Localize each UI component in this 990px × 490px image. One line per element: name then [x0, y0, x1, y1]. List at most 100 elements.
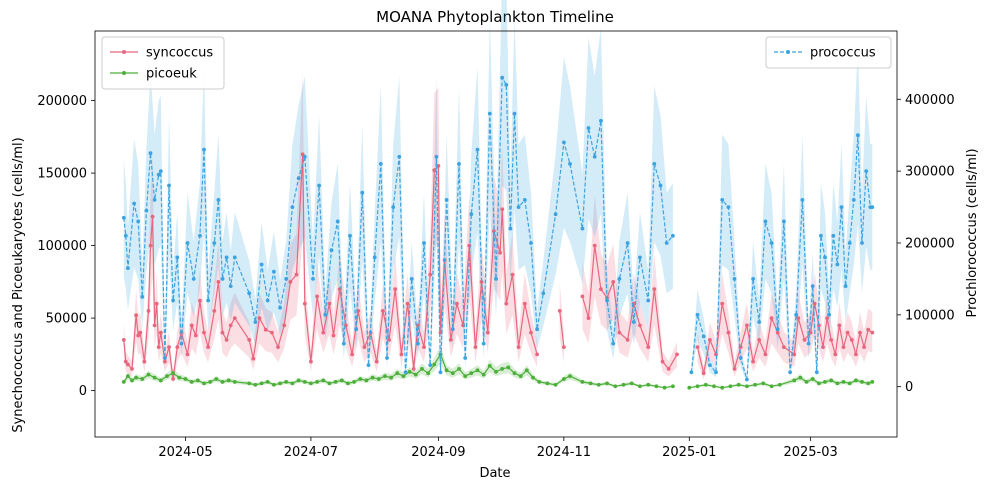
picoeuk-point — [798, 375, 803, 380]
prococcus-point — [469, 212, 474, 217]
picoeuk-point — [841, 380, 846, 384]
prococcus-point — [148, 151, 153, 156]
picoeuk-point — [847, 381, 852, 386]
prococcus-point — [800, 198, 805, 202]
prococcus-point — [409, 277, 414, 281]
picoeuk-point — [810, 377, 815, 381]
prococcus-point — [360, 190, 365, 195]
picoeuk-point — [562, 377, 566, 381]
picoeuk-point — [671, 384, 675, 389]
syncoccus-point — [405, 301, 410, 306]
syncoccus-point — [315, 294, 319, 299]
prococcus-point — [605, 298, 609, 303]
syncoccus-point — [134, 313, 139, 318]
picoeuk-point — [413, 372, 418, 377]
picoeuk-point — [158, 378, 163, 383]
prococcus-point — [259, 262, 264, 267]
syncoccus-point — [862, 345, 866, 349]
syncoccus-point — [300, 152, 305, 157]
picoeuk-point — [226, 378, 231, 383]
prococcus-point — [311, 277, 315, 281]
legend-box — [101, 36, 225, 90]
legend-label-picoeuk: picoeuk — [146, 67, 197, 82]
syncoccus-band — [697, 273, 873, 380]
prococcus-point — [463, 356, 468, 360]
picoeuk-point — [860, 380, 864, 384]
syncoccus-point — [232, 316, 237, 320]
picoeuk-point — [432, 362, 437, 367]
syncoccus-point — [146, 309, 151, 313]
picoeuk-point — [214, 377, 219, 381]
syncoccus-point — [821, 345, 825, 349]
y-right-tick-label: 300000 — [905, 165, 955, 180]
syncoccus-line — [696, 303, 873, 374]
prococcus-point — [847, 241, 852, 245]
picoeuk-point — [687, 385, 692, 390]
prococcus-point — [171, 298, 176, 303]
y-left-tick-label: 200000 — [37, 94, 87, 109]
picoeuk-point — [545, 381, 550, 386]
prococcus-point — [422, 241, 426, 245]
prococcus-point — [175, 255, 180, 260]
prococcus-point — [541, 291, 546, 296]
syncoccus-point — [562, 345, 566, 349]
picoeuk-point — [870, 380, 875, 384]
syncoccus-point — [510, 272, 515, 277]
prococcus-point — [136, 219, 141, 224]
syncoccus-point — [455, 301, 459, 306]
syncoccus-point — [171, 377, 176, 381]
syncoccus-point — [393, 287, 398, 291]
picoeuk-point — [866, 381, 871, 386]
picoeuk-point — [177, 375, 182, 380]
picoeuk-point — [202, 381, 206, 386]
picoeuk-point — [140, 377, 145, 381]
prococcus-point — [500, 75, 505, 80]
syncoccus-point — [167, 345, 171, 349]
syncoccus-point — [522, 301, 527, 306]
syncoccus-point — [130, 367, 134, 371]
picoeuk-point — [531, 375, 535, 380]
x-tick-label: 2024-11 — [537, 445, 591, 460]
legend-right: prococcus — [765, 36, 892, 69]
picoeuk-point — [568, 374, 572, 378]
prococcus-point — [481, 341, 486, 346]
picoeuk-point — [777, 382, 782, 387]
prococcus-point — [152, 198, 157, 202]
syncoccus-point — [837, 323, 842, 328]
syncoccus-point — [251, 356, 256, 361]
syncoccus-point — [769, 316, 774, 320]
picoeuk-point — [383, 374, 387, 378]
syncoccus-point — [321, 330, 326, 335]
picoeuk-point — [315, 380, 319, 384]
picoeuk-point — [220, 380, 225, 384]
prococcus-point — [763, 219, 768, 224]
syncoccus-point — [817, 323, 821, 328]
picoeuk-point — [712, 384, 716, 389]
picoeuk-point — [817, 381, 821, 386]
syncoccus-point — [331, 333, 336, 338]
prococcus-point — [851, 198, 856, 202]
picoeuk-point — [232, 380, 237, 384]
syncoccus-point — [350, 352, 354, 357]
prococcus-point — [167, 183, 171, 188]
picoeuk-point — [475, 368, 480, 373]
prococcus-point — [397, 154, 402, 159]
y-right-tick-label: 0 — [905, 380, 913, 395]
syncoccus-point — [436, 164, 441, 168]
syncoccus-point — [121, 338, 126, 342]
picoeuk-point — [823, 380, 827, 384]
syncoccus-point — [399, 352, 404, 357]
prococcus-point — [508, 226, 513, 231]
picoeuk-point — [146, 372, 151, 377]
prococcus-band — [691, 47, 873, 382]
prococcus-point — [123, 233, 128, 238]
prococcus-point — [185, 241, 190, 245]
picoeuk-point — [487, 364, 492, 368]
syncoccus-point — [185, 352, 190, 357]
picoeuk-point — [553, 382, 558, 387]
syncoccus-point — [138, 330, 143, 335]
prococcus-point — [323, 312, 328, 317]
prococcus-point — [839, 205, 844, 210]
picoeuk-point — [333, 380, 338, 384]
